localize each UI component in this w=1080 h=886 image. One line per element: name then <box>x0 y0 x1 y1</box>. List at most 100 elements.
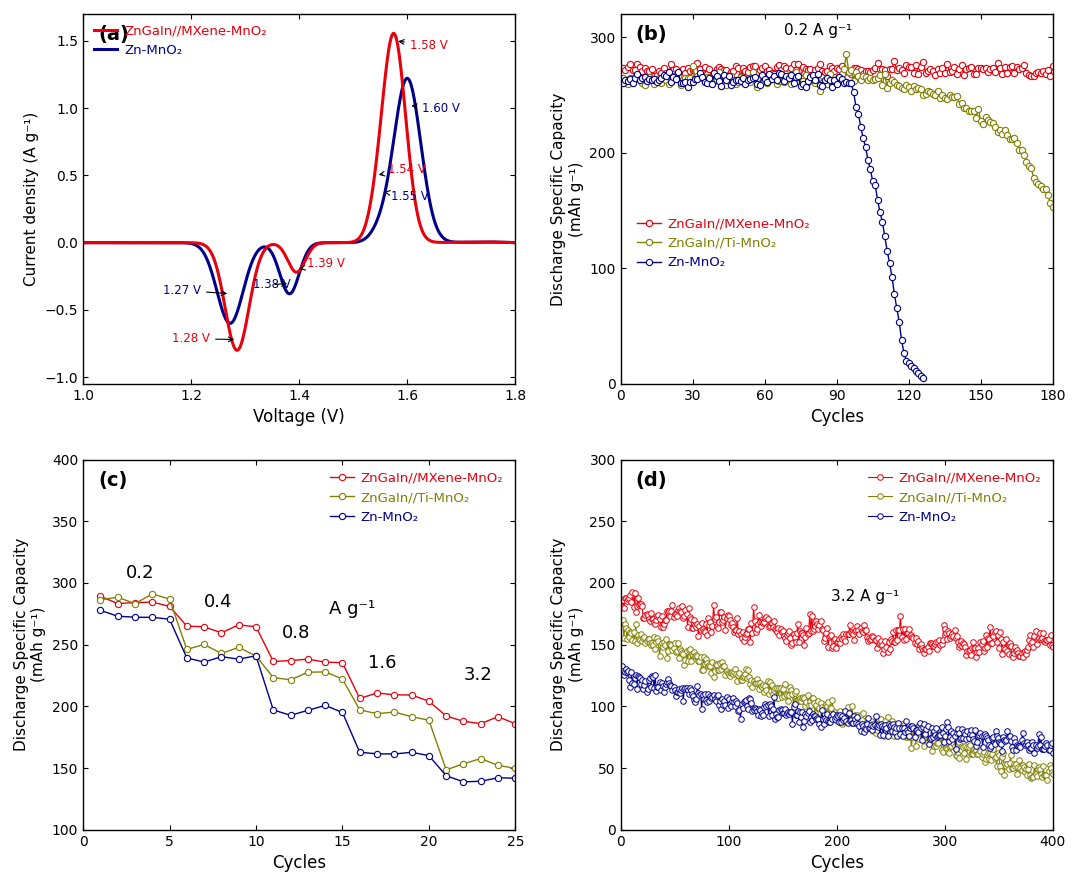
Zn-MnO₂ <box>388 749 401 759</box>
ZnGaIn//Ti-MnO₂ <box>780 68 793 79</box>
ZnGaIn//Ti-MnO₂ <box>249 650 262 661</box>
ZnGaIn//Ti-MnO₂ <box>163 594 176 604</box>
Text: 0.8: 0.8 <box>282 625 310 642</box>
ZnGaIn//MXene-MnO₂ <box>780 63 793 74</box>
Zn-MnO₂ <box>927 732 940 742</box>
ZnGaIn//Ti-MnO₂ <box>146 588 159 599</box>
ZnGaIn//MXene-MnO₂ <box>232 619 245 630</box>
Zn-MnO₂ <box>249 650 262 661</box>
Zn-MnO₂ <box>617 78 630 89</box>
Text: 1.6: 1.6 <box>368 654 396 672</box>
Zn-MnO₂ <box>616 661 629 672</box>
Y-axis label: Discharge Specific Capacity
(mAh g⁻¹): Discharge Specific Capacity (mAh g⁻¹) <box>552 92 584 306</box>
Zn-MnO₂ <box>804 72 816 82</box>
ZnGaIn//MXene-MnO₂ <box>267 656 280 666</box>
ZnGaIn//Ti-MnO₂ <box>457 758 470 769</box>
ZnGaIn//MXene-MnO₂ <box>249 621 262 632</box>
Zn-MnO₂ <box>301 705 314 716</box>
ZnGaIn//MXene-MnO₂ <box>1003 62 1016 73</box>
Zn-MnO₂ <box>636 74 649 84</box>
Zn-MnO₂ <box>440 771 453 781</box>
ZnGaIn//Ti-MnO₂ <box>267 672 280 683</box>
ZnGaIn//Ti-MnO₂ <box>353 704 366 715</box>
Y-axis label: Discharge Specific Capacity
(mAh g⁻¹): Discharge Specific Capacity (mAh g⁻¹) <box>552 538 584 751</box>
Legend: ZnGaIn//MXene-MnO₂, ZnGaIn//Ti-MnO₂, Zn-MnO₂: ZnGaIn//MXene-MnO₂, ZnGaIn//Ti-MnO₂, Zn-… <box>863 466 1047 529</box>
Text: 3.2: 3.2 <box>463 666 492 684</box>
ZnGaIn//MXene-MnO₂ <box>888 637 901 648</box>
Zn-MnO₂ <box>491 773 504 783</box>
ZnGaIn//Ti-MnO₂ <box>232 642 245 653</box>
ZnGaIn//Ti-MnO₂ <box>94 595 107 605</box>
ZnGaIn//MXene-MnO₂ <box>422 696 435 706</box>
Zn-MnO₂ <box>760 77 773 88</box>
ZnGaIn//MXene-MnO₂ <box>474 719 487 729</box>
ZnGaIn//Ti-MnO₂ <box>1041 775 1054 786</box>
Line: ZnGaIn//MXene-MnO₂: ZnGaIn//MXene-MnO₂ <box>619 589 1055 660</box>
Text: A g⁻¹: A g⁻¹ <box>328 600 375 618</box>
ZnGaIn//MXene-MnO₂ <box>757 618 770 628</box>
Text: 0.4: 0.4 <box>204 594 232 611</box>
Zn-MnO₂ <box>180 653 193 664</box>
Line: ZnGaIn//MXene-MnO₂: ZnGaIn//MXene-MnO₂ <box>620 58 1056 82</box>
Text: (c): (c) <box>98 470 127 490</box>
Zn-MnO₂ <box>786 719 799 729</box>
Line: Zn-MnO₂: Zn-MnO₂ <box>97 607 518 785</box>
ZnGaIn//Ti-MnO₂ <box>284 674 297 685</box>
ZnGaIn//MXene-MnO₂ <box>705 71 718 82</box>
Zn-MnO₂ <box>232 654 245 664</box>
ZnGaIn//MXene-MnO₂ <box>405 689 418 700</box>
ZnGaIn//Ti-MnO₂ <box>440 765 453 775</box>
ZnGaIn//MXene-MnO₂ <box>284 656 297 666</box>
Zn-MnO₂ <box>215 651 228 662</box>
Text: 1.55 V: 1.55 V <box>386 190 429 203</box>
Line: Zn-MnO₂: Zn-MnO₂ <box>620 69 927 381</box>
ZnGaIn//MXene-MnO₂ <box>930 637 943 648</box>
Text: 1.38 V: 1.38 V <box>254 278 291 291</box>
ZnGaIn//MXene-MnO₂ <box>1047 641 1059 652</box>
ZnGaIn//MXene-MnO₂ <box>970 652 983 663</box>
ZnGaIn//MXene-MnO₂ <box>370 688 383 698</box>
Text: (b): (b) <box>636 25 667 44</box>
ZnGaIn//MXene-MnO₂ <box>215 627 228 638</box>
Zn-MnO₂ <box>353 747 366 758</box>
ZnGaIn//Ti-MnO₂ <box>180 644 193 655</box>
Zn-MnO₂ <box>336 707 349 718</box>
ZnGaIn//Ti-MnO₂ <box>198 639 211 649</box>
Text: 1.60 V: 1.60 V <box>413 102 460 115</box>
Zn-MnO₂ <box>94 605 107 616</box>
ZnGaIn//Ti-MnO₂ <box>928 741 941 751</box>
Line: ZnGaIn//MXene-MnO₂: ZnGaIn//MXene-MnO₂ <box>97 593 518 727</box>
Text: 3.2 A g⁻¹: 3.2 A g⁻¹ <box>832 589 900 604</box>
X-axis label: Cycles: Cycles <box>810 854 864 872</box>
ZnGaIn//Ti-MnO₂ <box>1047 202 1059 213</box>
ZnGaIn//Ti-MnO₂ <box>757 680 770 690</box>
Zn-MnO₂ <box>756 708 769 719</box>
ZnGaIn//Ti-MnO₂ <box>888 730 901 741</box>
Zn-MnO₂ <box>667 681 680 692</box>
Zn-MnO₂ <box>111 610 124 621</box>
ZnGaIn//MXene-MnO₂ <box>111 598 124 609</box>
Zn-MnO₂ <box>405 747 418 758</box>
ZnGaIn//Ti-MnO₂ <box>787 700 800 711</box>
ZnGaIn//MXene-MnO₂ <box>353 693 366 703</box>
Zn-MnO₂ <box>797 79 810 89</box>
Zn-MnO₂ <box>198 657 211 667</box>
ZnGaIn//MXene-MnO₂ <box>1037 66 1050 76</box>
Legend: ZnGaIn//MXene-MnO₂, ZnGaIn//Ti-MnO₂, Zn-MnO₂: ZnGaIn//MXene-MnO₂, ZnGaIn//Ti-MnO₂, Zn-… <box>325 466 509 529</box>
ZnGaIn//Ti-MnO₂ <box>617 615 630 626</box>
ZnGaIn//Ti-MnO₂ <box>1035 181 1048 191</box>
ZnGaIn//MXene-MnO₂ <box>319 657 332 667</box>
ZnGaIn//MXene-MnO₂ <box>616 602 629 612</box>
Zn-MnO₂ <box>146 612 159 623</box>
ZnGaIn//Ti-MnO₂ <box>405 711 418 722</box>
ZnGaIn//Ti-MnO₂ <box>840 49 853 59</box>
Legend: ZnGaIn//MXene-MnO₂, ZnGaIn//Ti-MnO₂, Zn-MnO₂: ZnGaIn//MXene-MnO₂, ZnGaIn//Ti-MnO₂, Zn-… <box>632 212 815 275</box>
Y-axis label: Discharge Specific Capacity
(mAh g⁻¹): Discharge Specific Capacity (mAh g⁻¹) <box>14 538 46 751</box>
ZnGaIn//Ti-MnO₂ <box>1001 130 1014 141</box>
ZnGaIn//MXene-MnO₂ <box>626 587 639 597</box>
ZnGaIn//Ti-MnO₂ <box>705 75 718 86</box>
ZnGaIn//MXene-MnO₂ <box>787 629 800 640</box>
Zn-MnO₂ <box>1047 748 1059 758</box>
ZnGaIn//Ti-MnO₂ <box>669 638 681 649</box>
ZnGaIn//MXene-MnO₂ <box>440 711 453 721</box>
